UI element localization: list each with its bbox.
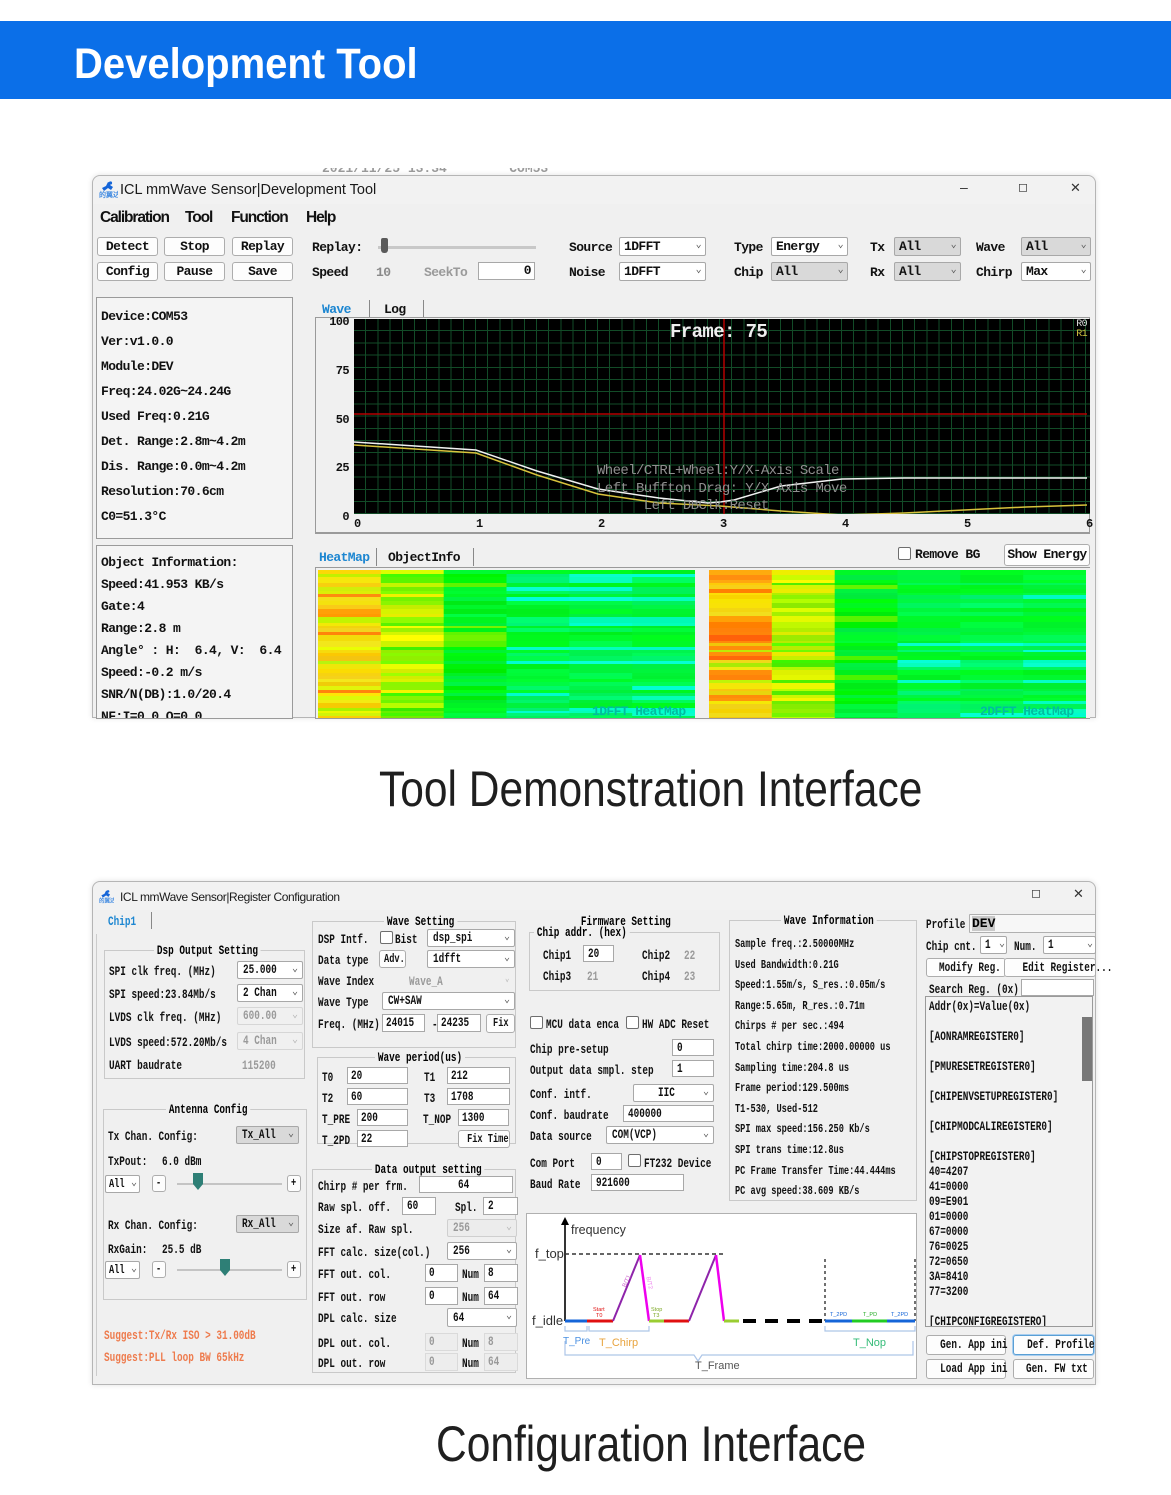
svg-text:T_2PD: T_2PD: [891, 1312, 908, 1318]
svg-text:Stop: Stop: [651, 1307, 662, 1313]
svg-text:T_Chirp: T_Chirp: [599, 1337, 638, 1349]
svg-text:B/T2: B/T2: [644, 1276, 653, 1290]
svg-text:f_top: f_top: [535, 1246, 564, 1261]
svg-text:T_Frame: T_Frame: [695, 1360, 740, 1372]
svg-text:f_idle: f_idle: [532, 1313, 563, 1328]
svg-text:T_Pre: T_Pre: [563, 1336, 591, 1347]
svg-text:frequency: frequency: [571, 1223, 627, 1237]
svg-text:T3: T3: [653, 1313, 659, 1319]
svg-text:B/T1: B/T1: [622, 1274, 633, 1289]
svg-text:T0: T0: [596, 1313, 602, 1319]
svg-text:T_Nop: T_Nop: [853, 1337, 886, 1349]
svg-text:T_2PD: T_2PD: [830, 1312, 847, 1318]
svg-text:T_PD: T_PD: [863, 1312, 877, 1318]
svg-text:Start: Start: [593, 1307, 605, 1313]
svg-text:的翼达: 的翼达: [99, 190, 118, 199]
svg-text:的翼达: 的翼达: [99, 896, 114, 904]
